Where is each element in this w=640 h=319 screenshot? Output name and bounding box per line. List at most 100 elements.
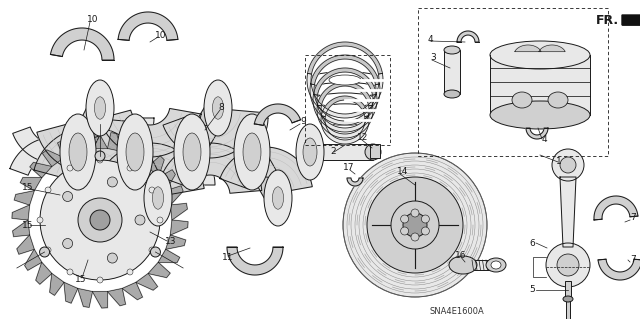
Circle shape [108,177,117,187]
Ellipse shape [313,93,377,107]
Circle shape [108,253,117,263]
Ellipse shape [548,92,568,108]
Ellipse shape [174,114,210,190]
Circle shape [40,160,160,280]
Text: 12: 12 [357,133,369,143]
Ellipse shape [449,256,477,274]
Ellipse shape [152,187,164,209]
Circle shape [149,247,155,253]
Ellipse shape [243,133,261,171]
Polygon shape [317,82,372,106]
Text: 15: 15 [75,276,86,285]
Polygon shape [131,118,212,160]
Ellipse shape [365,144,381,160]
Polygon shape [189,143,270,185]
Ellipse shape [317,104,373,116]
Polygon shape [77,288,92,307]
Polygon shape [321,96,369,116]
Circle shape [95,151,105,161]
Ellipse shape [490,101,590,129]
Polygon shape [166,186,183,205]
Text: 16: 16 [455,250,467,259]
Circle shape [37,217,43,223]
Circle shape [401,227,408,235]
Polygon shape [241,146,289,204]
Polygon shape [136,273,157,290]
Ellipse shape [204,80,232,136]
Polygon shape [70,140,157,185]
Polygon shape [13,220,29,237]
Ellipse shape [321,115,369,125]
Ellipse shape [60,114,96,190]
Circle shape [63,239,72,249]
Polygon shape [30,162,52,178]
Circle shape [67,269,73,275]
Circle shape [90,210,110,230]
Polygon shape [67,103,111,157]
Text: 11: 11 [222,254,234,263]
Circle shape [127,165,133,171]
Polygon shape [92,132,108,148]
Text: 9: 9 [300,117,306,127]
Circle shape [150,247,161,257]
Ellipse shape [273,187,284,209]
Polygon shape [122,282,143,300]
Polygon shape [50,273,64,295]
Polygon shape [37,120,145,173]
Text: 5: 5 [529,286,535,294]
Polygon shape [317,105,373,138]
Polygon shape [594,196,638,220]
Ellipse shape [212,97,223,119]
Circle shape [552,149,584,181]
Circle shape [127,269,133,275]
Polygon shape [128,140,215,185]
Circle shape [135,215,145,225]
Circle shape [78,198,122,242]
Bar [468,260,496,270]
Text: 17: 17 [343,164,355,173]
Circle shape [421,215,429,223]
Ellipse shape [183,133,201,171]
Polygon shape [158,170,175,191]
Polygon shape [100,108,201,157]
Text: 3: 3 [430,54,436,63]
Circle shape [67,165,73,171]
Ellipse shape [307,72,383,88]
Polygon shape [118,12,178,40]
Text: 7: 7 [630,213,636,222]
Bar [566,301,570,319]
Text: 10: 10 [155,31,166,40]
Polygon shape [308,42,383,74]
Polygon shape [307,73,383,118]
Ellipse shape [86,80,114,136]
Circle shape [411,233,419,241]
Polygon shape [310,55,380,85]
Ellipse shape [303,138,317,166]
Ellipse shape [491,261,501,269]
Polygon shape [136,145,150,167]
Polygon shape [17,235,34,254]
Text: 15: 15 [22,182,33,191]
Text: 15: 15 [22,220,33,229]
Polygon shape [227,247,283,275]
Circle shape [560,157,576,173]
Circle shape [45,247,51,253]
Polygon shape [515,45,541,52]
Polygon shape [560,177,576,247]
Polygon shape [310,84,380,125]
Text: 7: 7 [630,256,636,264]
Polygon shape [163,109,260,158]
Polygon shape [34,127,148,183]
Polygon shape [13,118,100,163]
Ellipse shape [329,75,361,85]
Polygon shape [25,249,42,270]
Polygon shape [313,94,377,132]
Polygon shape [598,259,640,280]
Polygon shape [457,31,479,42]
Text: SNA4E1600A: SNA4E1600A [430,308,484,316]
Polygon shape [97,143,204,195]
Polygon shape [51,28,114,60]
Bar [308,144,373,160]
Ellipse shape [486,258,506,272]
Text: 14: 14 [397,167,408,176]
